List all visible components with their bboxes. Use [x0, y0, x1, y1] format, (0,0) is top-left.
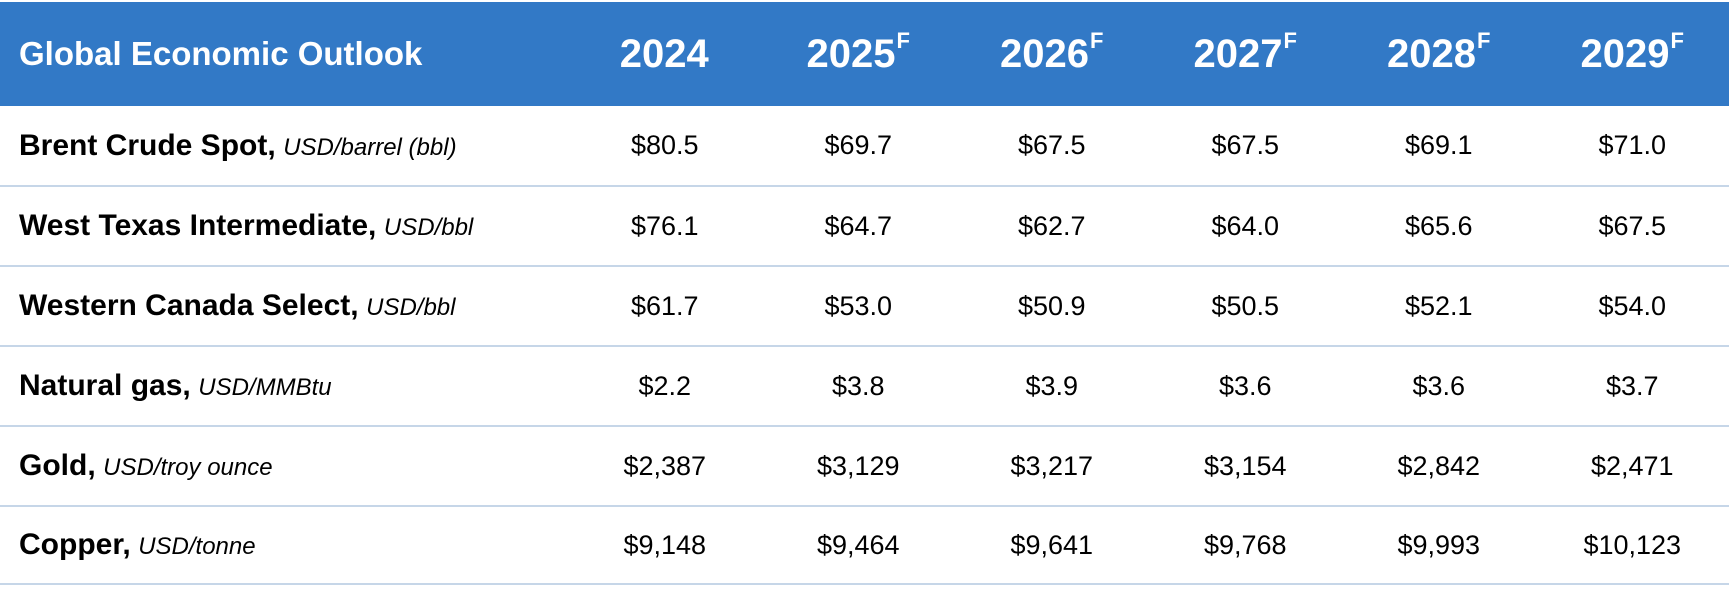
value-cell: $3.9	[1025, 370, 1079, 401]
year-header-2027: 2027F	[1193, 28, 1297, 76]
value-cell: $2,387	[623, 450, 707, 481]
value-cell: $69.7	[824, 130, 893, 160]
value-cell: $71.0	[1598, 130, 1667, 160]
value-cell: $10,123	[1583, 529, 1682, 560]
value-cell: $67.5	[1211, 130, 1280, 160]
commodity-unit: USD/troy ounce	[103, 454, 273, 481]
commodity-unit: USD/bbl	[383, 214, 474, 241]
value-cell: $69.1	[1404, 130, 1473, 160]
table-row: Copper, USD/tonne $9,148 $9,464 $9,641 $…	[0, 506, 1729, 584]
commodity-name: Copper,	[19, 528, 131, 561]
header-row: Global Economic Outlook 2024 2025F 2026F…	[0, 2, 1729, 106]
row-label: Copper, USD/tonne	[0, 506, 568, 584]
value-cell: $53.0	[824, 290, 893, 321]
value-cell: $50.5	[1211, 290, 1280, 321]
value-cell: $50.9	[1017, 290, 1086, 321]
commodity-unit: USD/bbl	[366, 294, 456, 321]
row-label: Gold, USD/troy ounce	[0, 426, 568, 506]
value-cell: $2,842	[1397, 450, 1481, 481]
year-header-2028: 2028F	[1387, 28, 1491, 76]
commodity-name: Brent Crude Spot,	[19, 128, 276, 162]
year-header-2026: 2026F	[1000, 28, 1104, 76]
value-cell: $52.1	[1404, 290, 1473, 321]
forecast-marker: F	[1090, 28, 1104, 54]
table-row: Natural gas, USD/MMBtu $2.2 $3.8 $3.9 $3…	[0, 346, 1729, 426]
value-cell: $65.6	[1404, 210, 1473, 241]
value-cell: $64.0	[1211, 210, 1280, 241]
commodity-name: Gold,	[19, 449, 96, 482]
value-cell: $61.7	[630, 290, 699, 321]
value-cell: $3.8	[831, 370, 885, 401]
table-row: West Texas Intermediate, USD/bbl $76.1 $…	[0, 186, 1729, 266]
value-cell: $3,217	[1010, 450, 1094, 481]
value-cell: $9,993	[1397, 529, 1481, 560]
commodity-name: Natural gas,	[19, 369, 191, 402]
table-row: Western Canada Select, USD/bbl $61.7 $53…	[0, 266, 1729, 346]
forecast-marker: F	[1477, 28, 1491, 54]
row-label: Western Canada Select, USD/bbl	[0, 266, 568, 346]
table-title: Global Economic Outlook	[19, 35, 423, 72]
value-cell: $67.5	[1598, 210, 1667, 241]
value-cell: $2.2	[638, 370, 692, 401]
value-cell: $3.6	[1218, 370, 1272, 401]
value-cell: $62.7	[1017, 210, 1086, 241]
row-label: West Texas Intermediate, USD/bbl	[0, 186, 568, 266]
value-cell: $9,768	[1203, 529, 1287, 560]
value-cell: $9,464	[816, 529, 900, 560]
table-row: Brent Crude Spot, USD/barrel (bbl) $80.5…	[0, 106, 1729, 186]
row-label: Brent Crude Spot, USD/barrel (bbl)	[0, 106, 568, 186]
year-header-2025: 2025F	[806, 28, 910, 76]
value-cell: $64.7	[824, 210, 893, 241]
value-cell: $54.0	[1598, 290, 1667, 321]
value-cell: $76.1	[630, 210, 699, 241]
commodity-unit: USD/MMBtu	[198, 374, 332, 401]
value-cell: $3.7	[1605, 370, 1659, 401]
forecast-marker: F	[896, 28, 910, 54]
value-cell: $3,154	[1203, 450, 1287, 481]
value-cell: $67.5	[1017, 130, 1086, 160]
commodity-unit: USD/barrel (bbl)	[283, 133, 457, 161]
table-row: Gold, USD/troy ounce $2,387 $3,129 $3,21…	[0, 426, 1729, 506]
row-label: Natural gas, USD/MMBtu	[0, 346, 568, 426]
forecast-marker: F	[1283, 28, 1297, 54]
value-cell: $2,471	[1590, 450, 1674, 481]
value-cell: $3,129	[816, 450, 900, 481]
commodity-name: West Texas Intermediate,	[19, 209, 377, 242]
commodity-name: Western Canada Select,	[19, 289, 359, 322]
year-header-2024: 2024	[619, 31, 709, 76]
forecast-marker: F	[1670, 28, 1684, 54]
value-cell: $9,641	[1010, 529, 1094, 560]
value-cell: $80.5	[630, 130, 699, 160]
commodity-unit: USD/tonne	[138, 533, 256, 560]
value-cell: $9,148	[623, 529, 707, 560]
value-cell: $3.6	[1412, 370, 1466, 401]
year-header-2029: 2029F	[1580, 28, 1684, 76]
